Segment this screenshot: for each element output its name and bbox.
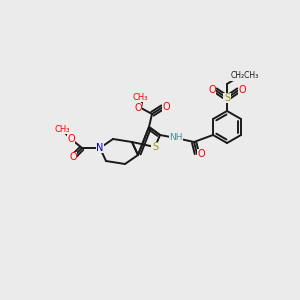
Text: O: O (69, 152, 77, 162)
Text: S: S (224, 93, 230, 103)
Text: O: O (67, 134, 75, 144)
Text: CH₃: CH₃ (132, 92, 148, 101)
Text: S: S (152, 142, 158, 152)
Text: O: O (197, 149, 205, 159)
Text: CH₃: CH₃ (54, 124, 70, 134)
Text: O: O (134, 103, 142, 113)
Text: O: O (238, 85, 246, 95)
Text: N: N (96, 143, 104, 153)
Text: O: O (162, 102, 170, 112)
Text: CH₂CH₃: CH₂CH₃ (231, 71, 259, 80)
Text: NH: NH (169, 133, 183, 142)
Text: O: O (208, 85, 216, 95)
